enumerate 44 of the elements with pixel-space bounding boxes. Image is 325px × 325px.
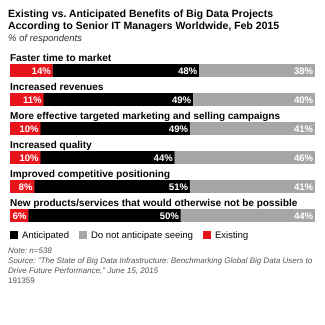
y-tick-label: Increased quality xyxy=(10,140,92,151)
legend-label: Existing xyxy=(214,230,248,241)
y-tick-label: Increased revenues xyxy=(10,82,104,93)
data-label: 51% xyxy=(168,182,188,193)
data-label: 6% xyxy=(12,211,27,222)
data-label: 48% xyxy=(178,66,198,77)
legend-label: Do not anticipate seeing xyxy=(91,230,193,241)
y-tick-label: Improved competitive positioning xyxy=(10,169,170,180)
bar xyxy=(199,64,315,77)
chart-subtitle: % of respondents xyxy=(8,33,83,44)
data-label: 10% xyxy=(19,124,40,135)
data-label: 10% xyxy=(19,153,40,164)
bar xyxy=(180,209,315,222)
text: 191359 xyxy=(8,276,36,286)
bar xyxy=(28,209,181,222)
bar xyxy=(44,93,193,106)
y-tick-label: Faster time to market xyxy=(10,53,112,64)
source-note: Source: "The State of Big Data Infrastructure: Benchmarking Global Big Data Users to Drive Future Performance," June 15, 2015 xyxy=(8,256,314,276)
bar xyxy=(34,180,190,193)
y-tick-label: More effective targeted marketing and selling campaigns xyxy=(10,111,281,122)
data-label: 40% xyxy=(294,95,314,106)
data-label: 8% xyxy=(18,182,33,193)
data-label: 46% xyxy=(294,153,314,164)
bar xyxy=(40,151,175,164)
data-label: 38% xyxy=(294,66,314,77)
data-label: 50% xyxy=(160,211,180,222)
data-label: 41% xyxy=(294,124,314,135)
chart-title: Existing vs. Anticipated Benefits of Big Data Projects According to Senior IT Managers Worldwide, Feb 2015 xyxy=(8,8,280,32)
data-label: 14% xyxy=(32,66,52,77)
data-label: 44% xyxy=(294,211,314,222)
data-label: 44% xyxy=(154,153,174,164)
legend-label: Anticipated xyxy=(22,230,70,241)
bar xyxy=(40,122,190,135)
data-label: 49% xyxy=(172,95,192,106)
bar xyxy=(174,151,315,164)
text: Note: n=538 xyxy=(8,246,53,256)
y-tick-label: New products/services that would otherwise not be possible xyxy=(10,198,298,209)
bar xyxy=(190,122,315,135)
data-label: 41% xyxy=(294,182,314,193)
bar xyxy=(190,180,315,193)
data-label: 11% xyxy=(23,95,42,106)
bar xyxy=(193,93,315,106)
data-label: 49% xyxy=(168,124,188,135)
bar xyxy=(52,64,200,77)
